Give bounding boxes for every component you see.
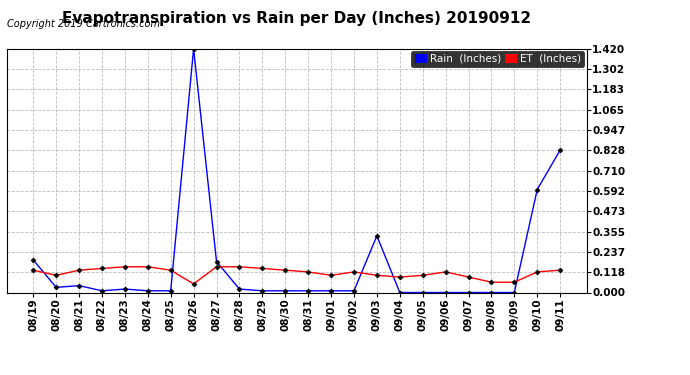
- Legend: Rain  (Inches), ET  (Inches): Rain (Inches), ET (Inches): [411, 51, 584, 67]
- Text: Evapotranspiration vs Rain per Day (Inches) 20190912: Evapotranspiration vs Rain per Day (Inch…: [62, 11, 531, 26]
- Text: Copyright 2019 Cartronics.com: Copyright 2019 Cartronics.com: [7, 19, 160, 29]
